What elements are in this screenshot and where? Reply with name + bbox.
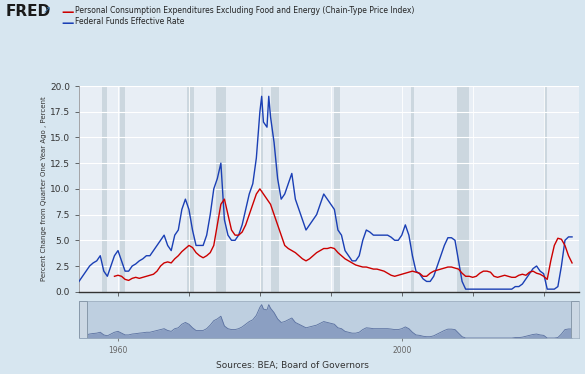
Y-axis label: Percent Change from Quarter One Year Ago , Percent: Percent Change from Quarter One Year Ago… xyxy=(41,96,47,281)
Text: —: — xyxy=(61,6,74,19)
Bar xyxy=(120,86,125,292)
Bar xyxy=(570,301,579,338)
Bar xyxy=(260,86,263,292)
Bar xyxy=(543,86,547,292)
Text: Personal Consumption Expenditures Excluding Food and Energy (Chain-Type Price In: Personal Consumption Expenditures Exclud… xyxy=(75,6,414,15)
Text: Sources: BEA; Board of Governors: Sources: BEA; Board of Governors xyxy=(216,361,369,370)
Bar xyxy=(270,86,280,292)
Bar xyxy=(215,86,226,292)
Bar xyxy=(457,86,469,292)
Bar xyxy=(411,86,414,292)
Bar xyxy=(102,86,108,292)
Text: Federal Funds Effective Rate: Federal Funds Effective Rate xyxy=(75,17,184,26)
Bar xyxy=(79,301,88,338)
Bar xyxy=(187,86,194,292)
Bar xyxy=(335,86,340,292)
Text: —: — xyxy=(61,17,74,30)
Text: ↗: ↗ xyxy=(42,6,50,16)
Text: FRED: FRED xyxy=(6,4,51,19)
